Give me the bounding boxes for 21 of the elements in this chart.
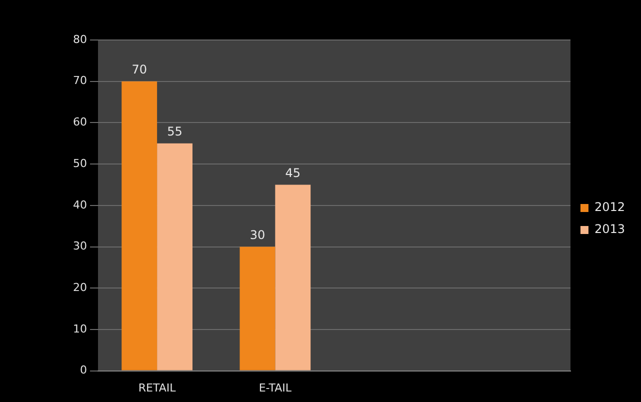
- y-tick-label: 80: [72, 32, 87, 46]
- x-tick-label: E-TAIL: [258, 381, 292, 394]
- y-tick-label: 40: [72, 198, 87, 212]
- data-label: 55: [167, 124, 182, 138]
- y-tick-label: 50: [72, 156, 87, 170]
- y-tick-label: 30: [72, 240, 87, 253]
- y-tick-label: 20: [72, 280, 87, 294]
- data-label: 30: [250, 228, 266, 242]
- legend-label: 2013: [594, 222, 626, 236]
- bar: [275, 184, 311, 370]
- bar: [157, 143, 192, 370]
- y-tick-label: 0: [80, 364, 87, 377]
- data-label: 70: [132, 62, 147, 76]
- y-tick-label: 70: [72, 74, 87, 88]
- data-label: 45: [285, 166, 301, 180]
- legend-label: 2012: [594, 200, 626, 214]
- x-tick-label: RETAIL: [138, 381, 177, 394]
- bar: [122, 81, 158, 370]
- y-tick-label: 60: [72, 116, 87, 129]
- bar: [240, 246, 276, 370]
- y-tick-label: 10: [72, 322, 87, 336]
